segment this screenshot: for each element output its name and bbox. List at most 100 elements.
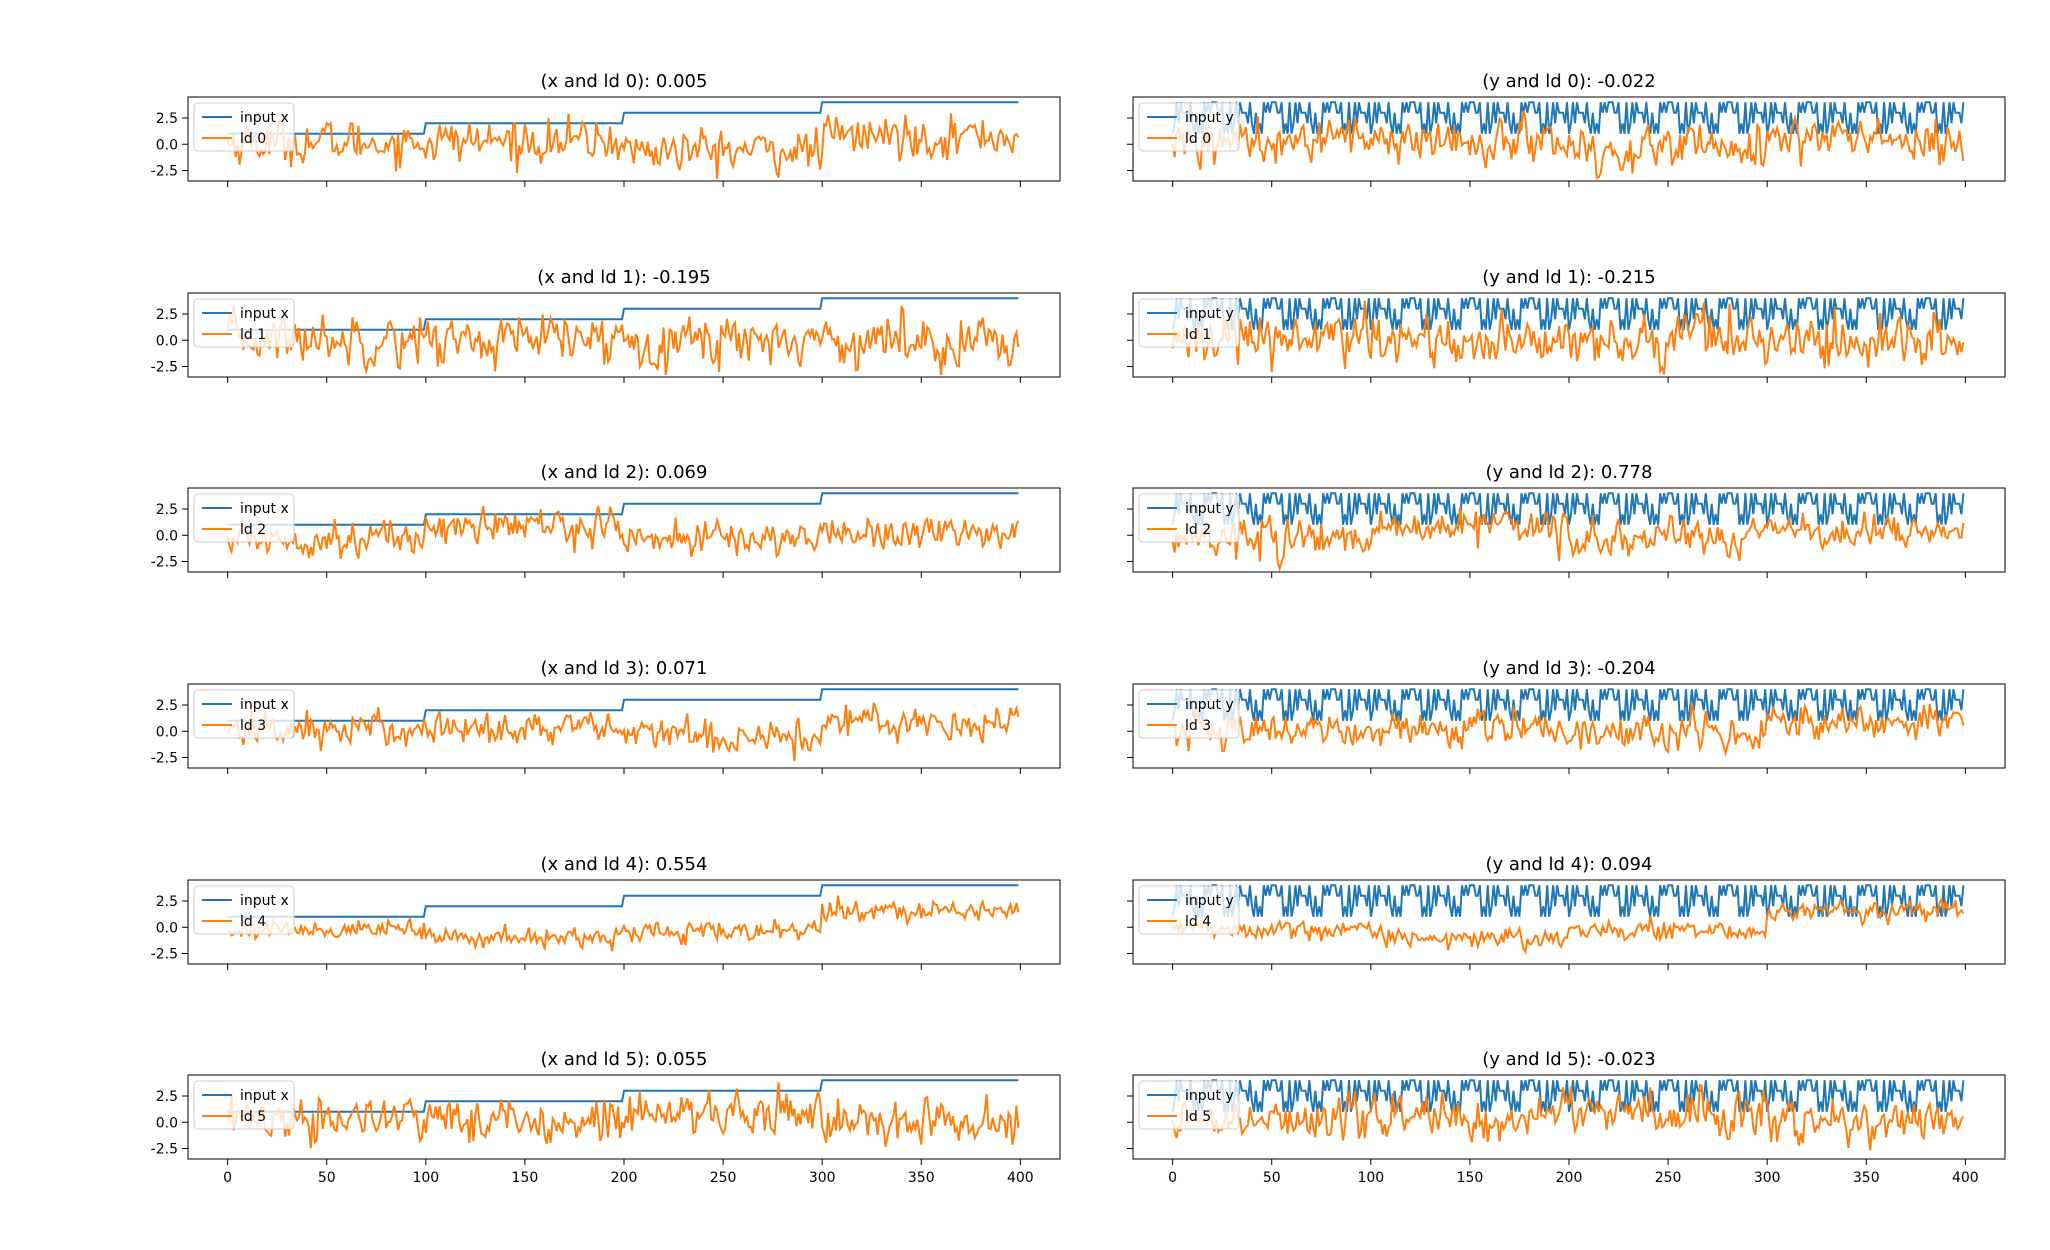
series-line-input [227, 884, 1019, 918]
y-tick-label: 2.5 [156, 698, 178, 714]
legend-label-input: input x [240, 306, 289, 322]
y-tick-label: -2.5 [151, 751, 178, 767]
legend-label-ld: ld 3 [1185, 718, 1211, 734]
x-tick-label: 250 [1655, 1170, 1682, 1186]
legend-label-input: input y [1185, 697, 1234, 713]
series-line-input [227, 1079, 1019, 1113]
series-line-ld [226, 702, 1020, 762]
legend: input x ld 2 [193, 493, 295, 543]
subplot-y-ld-0: (y and ld 0): -0.022 input y ld 0 [1127, 71, 2006, 187]
legend-label-input: input x [240, 893, 289, 909]
legend-label-input: input y [1185, 1088, 1234, 1104]
y-tick-label: -2.5 [151, 947, 178, 963]
legend-label-input: input y [1185, 306, 1234, 322]
legend: input y ld 4 [1138, 885, 1240, 935]
series-line-ld [226, 1082, 1020, 1149]
legend-label-ld: ld 1 [1185, 327, 1211, 343]
series-line-input [227, 492, 1019, 526]
legend: input y ld 5 [1138, 1080, 1240, 1130]
x-tick-label: 350 [908, 1170, 935, 1186]
series-line-input [1171, 688, 1965, 721]
subplot-title: (x and ld 5): 0.055 [541, 1049, 708, 1070]
legend-label-ld: ld 3 [240, 718, 266, 734]
legend-label-ld: ld 4 [1185, 914, 1211, 930]
legend: input y ld 0 [1138, 102, 1240, 152]
x-tick-label: 50 [318, 1170, 336, 1186]
subplot-title: (y and ld 4): 0.094 [1486, 854, 1653, 875]
y-tick-label: 0.0 [156, 724, 178, 740]
legend-label-input: input x [240, 110, 289, 126]
y-tick-label: 2.5 [156, 1089, 178, 1105]
subplot-y-ld-2: (y and ld 2): 0.778 input y ld 2 [1127, 462, 2006, 578]
x-tick-label: 0 [223, 1170, 232, 1186]
legend-label-ld: ld 1 [240, 327, 266, 343]
x-tick-label: 400 [1007, 1170, 1034, 1186]
x-tick-label: 0 [1168, 1170, 1177, 1186]
series-line-ld [1171, 300, 1965, 375]
x-tick-label: 50 [1263, 1170, 1281, 1186]
y-tick-label: 2.5 [156, 111, 178, 127]
series-line-input [227, 297, 1019, 331]
series-line-ld [1171, 110, 1965, 180]
subplot-y-ld-1: (y and ld 1): -0.215 input y ld 1 [1127, 267, 2006, 383]
subplot-x-ld-4: (x and ld 4): 0.554 -2.5 0.0 2.5 input x ld 4 [151, 854, 1061, 970]
x-tick-label: 300 [1754, 1170, 1781, 1186]
y-tick-label: -2.5 [151, 360, 178, 376]
y-tick-label: 2.5 [156, 307, 178, 323]
legend-label-ld: ld 4 [240, 914, 266, 930]
legend-label-ld: ld 5 [240, 1109, 266, 1125]
legend: input y ld 2 [1138, 493, 1240, 543]
series-line-ld [1171, 506, 1965, 572]
legend: input x ld 3 [193, 689, 295, 739]
legend-label-input: input y [1185, 110, 1234, 126]
subplot-x-ld-0: (x and ld 0): 0.005 -2.5 0.0 2.5 input x ld 0 [151, 71, 1061, 187]
x-tick-label: 400 [1952, 1170, 1979, 1186]
subplot-y-ld-5: (y and ld 5): -0.023 0 50 100 150 200 250 300 35… [1127, 1049, 2006, 1186]
x-tick-label: 300 [809, 1170, 836, 1186]
x-tick-label: 200 [1556, 1170, 1583, 1186]
series-line-input [1171, 297, 1965, 330]
legend-label-input: input x [240, 1088, 289, 1104]
x-tick-label: 100 [412, 1170, 439, 1186]
y-tick-label: 0.0 [156, 1115, 178, 1131]
series-line-input [1171, 884, 1965, 917]
legend-label-ld: ld 2 [240, 522, 266, 538]
legend: input x ld 0 [193, 102, 295, 152]
subplot-title: (x and ld 3): 0.071 [541, 658, 708, 679]
subplot-x-ld-2: (x and ld 2): 0.069 -2.5 0.0 2.5 input x ld 2 [151, 462, 1061, 578]
legend-label-ld: ld 5 [1185, 1109, 1211, 1125]
y-tick-label: 2.5 [156, 894, 178, 910]
subplot-title: (y and ld 3): -0.204 [1482, 658, 1655, 679]
legend-label-input: input x [240, 697, 289, 713]
series-line-ld [227, 895, 1020, 952]
legend-label-input: input y [1185, 501, 1234, 517]
subplot-title: (y and ld 5): -0.023 [1482, 1049, 1655, 1070]
series-line-ld [1171, 1083, 1965, 1151]
subplot-title: (x and ld 2): 0.069 [541, 462, 708, 483]
series-line-ld [226, 113, 1020, 179]
legend-label-ld: ld 0 [240, 131, 266, 147]
y-tick-label: 0.0 [156, 528, 178, 544]
y-tick-label: 0.0 [156, 920, 178, 936]
series-line-input [227, 101, 1019, 135]
subplot-y-ld-4: (y and ld 4): 0.094 input y ld 4 [1127, 854, 2006, 970]
series-line-ld [1171, 896, 1965, 955]
x-tick-label: 350 [1853, 1170, 1880, 1186]
series-line-input [1171, 492, 1965, 525]
x-tick-label: 100 [1357, 1170, 1384, 1186]
subplot-x-ld-3: (x and ld 3): 0.071 -2.5 0.0 2.5 input x ld 3 [151, 658, 1061, 774]
x-tick-label: 200 [611, 1170, 638, 1186]
x-tick-label: 150 [1457, 1170, 1484, 1186]
series-line-ld [226, 305, 1020, 376]
series-line-input [1171, 1079, 1965, 1112]
y-tick-label: -2.5 [151, 1142, 178, 1158]
subplot-title: (y and ld 2): 0.778 [1486, 462, 1653, 483]
x-tick-label: 150 [512, 1170, 539, 1186]
legend: input x ld 5 [193, 1080, 295, 1130]
subplot-x-ld-5: (x and ld 5): 0.055 -2.5 0.0 2.5 0 50 100 150 20… [151, 1049, 1061, 1186]
series-line-input [1171, 101, 1965, 134]
legend: input x ld 4 [193, 885, 295, 935]
legend: input x ld 1 [193, 298, 295, 348]
y-tick-label: 0.0 [156, 333, 178, 349]
series-line-ld [226, 505, 1020, 559]
